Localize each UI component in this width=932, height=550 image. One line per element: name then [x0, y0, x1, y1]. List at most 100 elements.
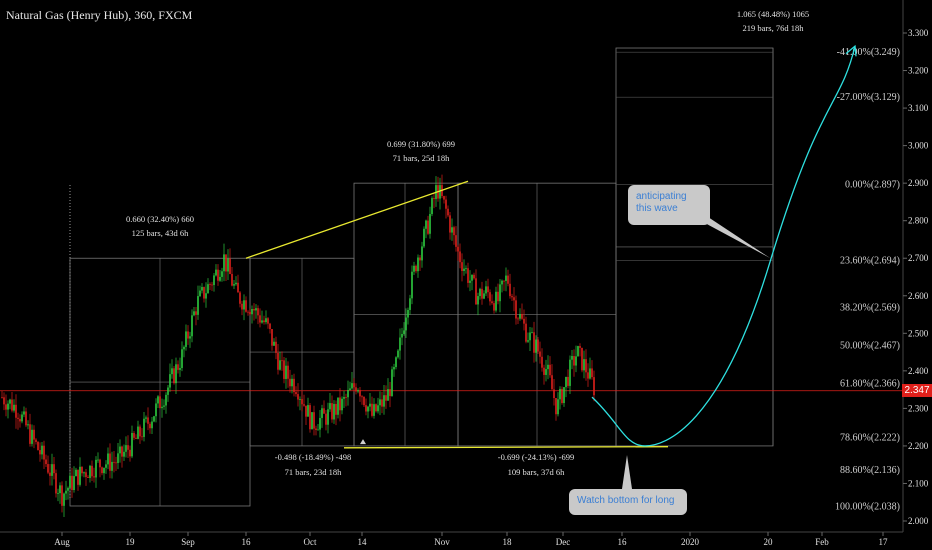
- candle-body: [123, 451, 125, 457]
- measurement-label: 71 bars, 25d 18h: [393, 153, 450, 163]
- candle-body: [49, 472, 51, 476]
- candle-body: [3, 397, 5, 405]
- candle-body: [99, 459, 101, 468]
- candle-body: [227, 258, 229, 272]
- candle-body: [421, 246, 423, 261]
- y-tick-label: 3.200: [908, 66, 929, 76]
- candle-body: [399, 337, 401, 351]
- candle-body: [445, 199, 447, 209]
- candle-body: [73, 476, 75, 490]
- candle-body: [495, 291, 497, 311]
- candle-body: [433, 198, 435, 200]
- candle-body: [377, 405, 379, 412]
- candle-body: [29, 424, 31, 444]
- candle-body: [533, 332, 535, 353]
- candle-body: [31, 429, 33, 444]
- candle-body: [83, 472, 85, 474]
- candle-body: [159, 396, 161, 409]
- candle-body: [407, 309, 409, 318]
- candle-body: [161, 406, 163, 409]
- candle-body: [367, 406, 369, 412]
- candle-body: [235, 282, 237, 285]
- candle-body: [77, 469, 79, 485]
- candle-body: [383, 395, 385, 407]
- candle-body: [551, 375, 553, 390]
- candle-body: [379, 399, 381, 406]
- candle-body: [333, 403, 335, 420]
- candle-body: [587, 372, 589, 379]
- candle-body: [523, 318, 525, 324]
- candle-body: [229, 258, 231, 274]
- candle-body: [389, 389, 391, 397]
- fib-label: -41.00%(3.249): [837, 47, 900, 58]
- candle-body: [107, 453, 109, 465]
- candle-body: [557, 399, 559, 415]
- candle-body: [201, 287, 203, 291]
- candle-body: [95, 459, 97, 478]
- candle-body: [387, 389, 389, 401]
- candle-body: [329, 403, 331, 410]
- candle-body: [403, 330, 405, 334]
- x-tick-label: Feb: [815, 537, 829, 547]
- candle-body: [297, 394, 299, 400]
- candle-body: [481, 288, 483, 299]
- candle-body: [221, 271, 223, 277]
- candle-body: [25, 411, 27, 426]
- candle-body: [501, 280, 503, 285]
- candle-body: [65, 490, 67, 494]
- candle-body: [453, 227, 455, 236]
- candle-body: [17, 417, 19, 419]
- candle-body: [467, 268, 469, 283]
- candle-body: [197, 296, 199, 315]
- candle-body: [555, 398, 557, 415]
- candle-body: [469, 280, 471, 283]
- candle-body: [51, 464, 53, 476]
- candle-body: [511, 296, 513, 298]
- measurement-label: 71 bars, 23d 18h: [285, 467, 342, 477]
- candle-body: [225, 254, 227, 272]
- candle-body: [447, 208, 449, 216]
- candle-body: [473, 274, 475, 279]
- candle-body: [353, 383, 355, 388]
- candle-body: [147, 417, 149, 424]
- candle-body: [241, 303, 243, 310]
- candle-body: [395, 357, 397, 368]
- candle-body: [483, 293, 485, 299]
- candle-body: [41, 445, 43, 455]
- candle-body: [497, 291, 499, 302]
- candle-body: [263, 320, 265, 323]
- candle-body: [577, 346, 579, 357]
- candle-body: [19, 418, 21, 422]
- candle-body: [61, 485, 63, 506]
- y-tick-label: 2.000: [908, 516, 929, 526]
- candle-body: [101, 467, 103, 474]
- measurement-label: -0.498 (-18.49%) -498: [275, 452, 351, 462]
- candle-body: [199, 290, 201, 297]
- candle-body: [525, 323, 527, 342]
- candle-body: [291, 378, 293, 387]
- candle-body: [357, 390, 359, 392]
- y-tick-label: 2.700: [908, 253, 929, 263]
- candle-body: [293, 378, 295, 393]
- callout-anticipating-wave: anticipating this wave: [628, 185, 710, 225]
- measurement-label: 125 bars, 43d 6h: [132, 228, 189, 238]
- candle-body: [111, 461, 113, 471]
- y-tick-label: 2.400: [908, 366, 929, 376]
- candle-body: [91, 465, 93, 477]
- x-tick-label: Aug: [54, 537, 70, 547]
- candle-body: [281, 360, 283, 362]
- candle-body: [115, 462, 117, 464]
- measurement-label: 0.699 (31.80%) 699: [387, 139, 455, 149]
- candle-body: [7, 403, 9, 410]
- candle-body: [1, 397, 3, 398]
- candle-body: [529, 332, 531, 341]
- candle-body: [175, 364, 177, 384]
- candle-body: [133, 432, 135, 438]
- candle-body: [429, 214, 431, 234]
- candle-body: [93, 476, 95, 478]
- candle-body: [105, 464, 107, 468]
- fib-label: 38.20%(2.569): [840, 302, 900, 313]
- measurement-label: 1.065 (48.48%) 1065: [737, 9, 809, 19]
